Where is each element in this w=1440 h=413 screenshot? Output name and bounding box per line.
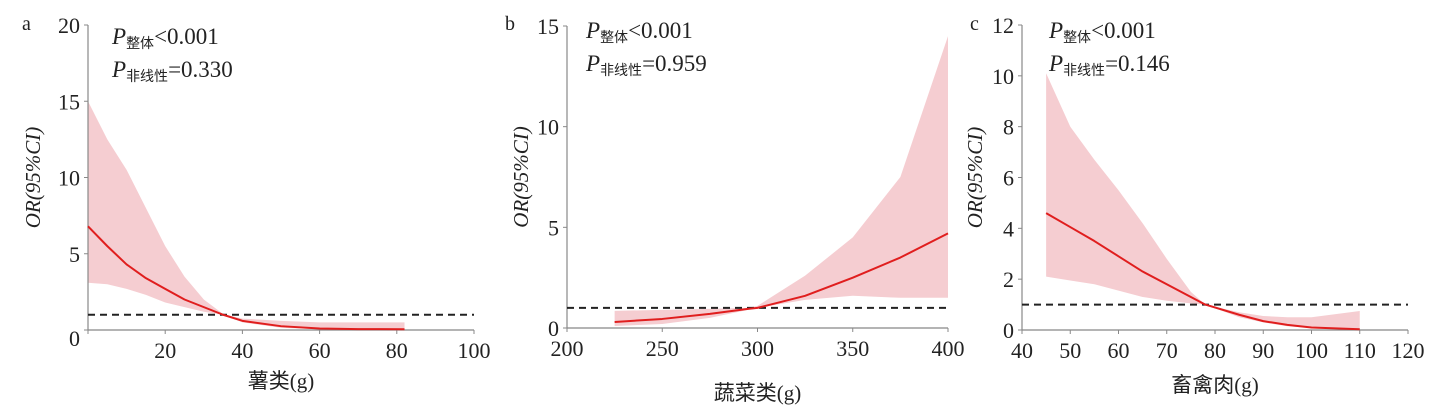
x-axis-label: 畜禽肉(g)	[1171, 373, 1259, 397]
x-tick-label: 80	[1204, 338, 1226, 363]
y-tick-label: 10	[58, 166, 80, 191]
or-curve	[1045, 212, 1360, 331]
y-axis-label: OR(95%CI)	[963, 127, 987, 228]
p-symbol: P	[1048, 18, 1063, 43]
y-tick-label: 0	[548, 316, 559, 341]
panel-a: 20 40 60 80 100 0 5 10 15 20 a 薯类(g) OR(95%CI) P整体<0.…	[21, 13, 491, 393]
p-symbol: P	[585, 51, 600, 76]
panel-label: a	[22, 13, 31, 35]
confidence-band	[88, 101, 405, 330]
p-value-annotation: P非线性=0.146	[1048, 51, 1170, 79]
x-tick-label: 400	[932, 336, 965, 361]
p-subscript: 非线性	[1063, 63, 1105, 79]
p-value: =0.146	[1105, 51, 1170, 76]
x-tick-label: 350	[836, 336, 869, 361]
y-tick-label: 10	[537, 115, 559, 140]
panel-b: 200 250 300 350 400 0 5 10 15 b 蔬菜类(g) OR(95%CI) P整体…	[505, 13, 965, 405]
p-symbol: P	[111, 57, 126, 82]
p-subscript: 非线性	[600, 63, 642, 79]
p-subscript: 整体	[1063, 30, 1091, 46]
p-symbol: P	[111, 24, 126, 49]
p-subscript: 整体	[126, 36, 154, 52]
or-curve	[614, 232, 949, 323]
p-value-annotation: P非线性=0.330	[111, 57, 233, 85]
p-symbol: P	[1048, 51, 1063, 76]
p-value: <0.001	[154, 24, 219, 49]
y-axis-label: OR(95%CI)	[21, 127, 45, 228]
panel-c: 40 50 60 70 80 90 100 110 120 0 2 4 6 8 10 12 c 畜禽肉(g) OR(…	[963, 13, 1425, 397]
panel-label: c	[970, 13, 979, 35]
p-subscript: 非线性	[126, 69, 168, 85]
x-tick-label: 40	[1011, 338, 1033, 363]
x-tick-label: 200	[551, 336, 584, 361]
y-tick-label: 12	[992, 13, 1014, 38]
p-value-annotation: P非线性=0.959	[585, 51, 707, 79]
panel-label: b	[505, 13, 515, 35]
p-value: <0.001	[628, 18, 693, 43]
x-tick-label: 100	[1295, 338, 1328, 363]
y-tick-label: 4	[1003, 216, 1014, 241]
x-tick-label: 60	[1108, 338, 1130, 363]
p-symbol: P	[585, 18, 600, 43]
y-tick-label: 8	[1003, 115, 1014, 140]
y-tick-label: 5	[548, 215, 559, 240]
y-tick-label: 15	[58, 89, 80, 114]
x-tick-label: 80	[386, 338, 408, 363]
y-tick-label: 0	[69, 326, 80, 351]
x-tick-label: 110	[1344, 338, 1376, 363]
y-tick-label: 2	[1003, 267, 1014, 292]
p-value-annotation: P整体<0.001	[1048, 18, 1156, 46]
x-tick-label: 70	[1156, 338, 1178, 363]
p-value-annotation: P整体<0.001	[111, 24, 219, 52]
y-tick-label: 5	[69, 242, 80, 267]
x-tick-label: 60	[309, 338, 331, 363]
x-tick-label: 50	[1059, 338, 1081, 363]
y-tick-label: 10	[992, 64, 1014, 89]
x-tick-label: 40	[231, 338, 253, 363]
x-axis-label: 薯类(g)	[248, 369, 315, 393]
x-tick-label: 90	[1252, 338, 1274, 363]
confidence-band	[1046, 73, 1360, 331]
confidence-band	[614, 36, 948, 326]
x-tick-label: 120	[1392, 338, 1425, 363]
y-tick-label: 15	[537, 14, 559, 39]
x-tick-label: 300	[741, 336, 774, 361]
x-tick-label: 20	[154, 338, 176, 363]
x-tick-label: 250	[646, 336, 679, 361]
p-subscript: 整体	[600, 30, 628, 46]
p-value: =0.330	[168, 57, 233, 82]
y-tick-label: 6	[1003, 166, 1014, 191]
p-value: =0.959	[642, 51, 707, 76]
p-value: <0.001	[1091, 18, 1156, 43]
x-tick-label: 100	[458, 338, 491, 363]
y-axis-label: OR(95%CI)	[509, 126, 533, 227]
y-tick-label: 0	[1003, 318, 1014, 343]
x-axis-label: 蔬菜类(g)	[714, 381, 802, 405]
p-value-annotation: P整体<0.001	[585, 18, 693, 46]
y-tick-label: 20	[58, 13, 80, 38]
or-curve	[87, 225, 405, 331]
